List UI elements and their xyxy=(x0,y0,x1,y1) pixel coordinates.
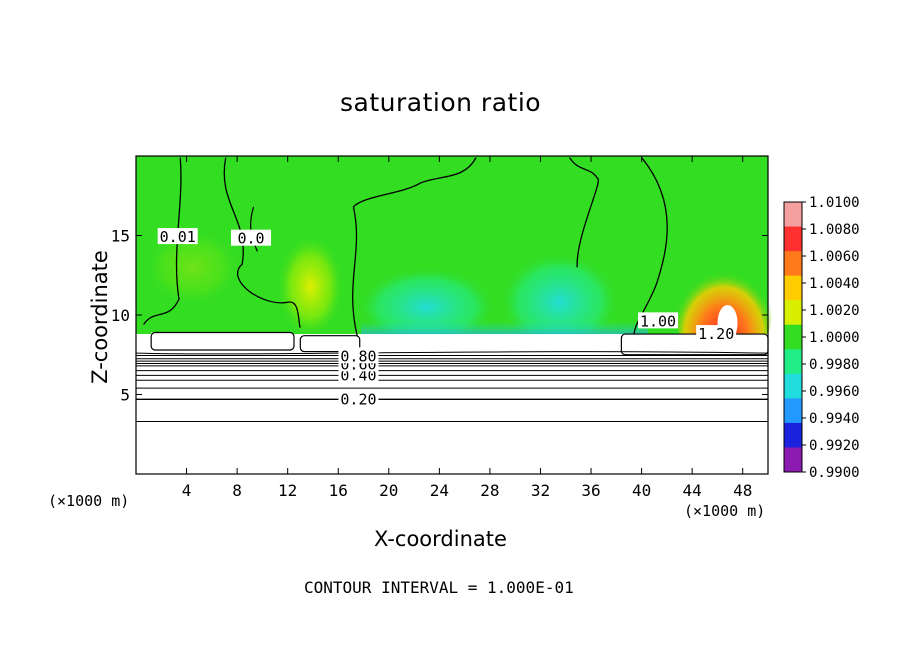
contour-label-bg xyxy=(696,325,737,342)
cloud-outline xyxy=(150,331,295,351)
contour-label-bg xyxy=(338,347,379,364)
x-tick-label: 12 xyxy=(278,481,297,500)
x-tick-label: 28 xyxy=(480,481,499,500)
contour-label: 0.80 xyxy=(340,347,376,365)
x-tick-label: 48 xyxy=(733,481,752,500)
colorbar-swatch xyxy=(784,349,802,375)
contour-1-00-left xyxy=(223,157,301,329)
x-unit-label-left: (×1000 m) xyxy=(48,492,130,510)
contour-label: 1.20 xyxy=(698,325,734,343)
x-tick-label: 4 xyxy=(182,481,192,500)
contour-label-bg xyxy=(157,228,198,245)
colorbar-swatch xyxy=(784,324,802,350)
colorbar-swatch xyxy=(784,251,802,277)
colorbar-tick-label: 1.0080 xyxy=(809,222,860,238)
x-tick-label: 36 xyxy=(581,481,600,500)
x-tick-label: 32 xyxy=(531,481,550,500)
colorbar: 1.0100 1.0080 1.0060 1.0040 1.0020 1.0000 0.99… xyxy=(783,195,860,481)
y-tick-label: 5 xyxy=(120,386,130,405)
colorbar-tick-label: 0.9900 xyxy=(809,465,860,481)
cloud-block-left xyxy=(151,332,296,350)
colorbar-tick-label: 1.0100 xyxy=(809,195,860,211)
x-tick-label: 8 xyxy=(232,481,242,500)
colorbar-tick-label: 0.9980 xyxy=(809,357,860,373)
contour-label-bg xyxy=(338,390,379,407)
contour-label: 0.01 xyxy=(160,228,196,246)
y-tick-label: 10 xyxy=(111,306,130,325)
x-tick-label: 44 xyxy=(683,481,702,500)
colorbar-swatch xyxy=(784,373,802,399)
contour-label: 1.00 xyxy=(640,312,676,330)
x-tick-label: 24 xyxy=(430,481,449,500)
y-tick-label: 15 xyxy=(111,227,130,246)
contour-1-00-center xyxy=(352,157,477,336)
colorbar-swatch xyxy=(784,300,802,326)
x-axis-label: X-coordinate xyxy=(374,527,507,551)
x-unit-label-right: (×1000 m) xyxy=(684,502,766,520)
contour-interval-note: CONTOUR INTERVAL = 1.000E-01 xyxy=(304,578,574,597)
contour-label-bg xyxy=(231,229,272,246)
contour-line xyxy=(135,351,769,355)
colorbar-swatch xyxy=(784,202,802,228)
cloud-outline xyxy=(299,335,361,353)
contour-1-00-far-left xyxy=(143,157,182,325)
contour-lines: 0.200.400.600.801.201.000.01 0.0 xyxy=(135,157,769,423)
yellow-maximum xyxy=(276,234,345,339)
contour-1-00-right xyxy=(568,157,599,268)
colorbar-swatch xyxy=(784,398,802,424)
colorbar-swatch xyxy=(784,422,802,448)
contour-label-bg xyxy=(638,312,679,329)
field-lower-white xyxy=(136,334,768,474)
colorbar-tick-label: 1.0000 xyxy=(809,330,860,346)
colorbar-tick-label: 1.0020 xyxy=(809,303,860,319)
x-tick-label: 20 xyxy=(379,481,398,500)
colorbar-swatch xyxy=(784,447,802,473)
x-tick-label: 40 xyxy=(632,481,651,500)
colorbar-tick-label: 0.9960 xyxy=(809,384,860,400)
x-tick-label: 16 xyxy=(329,481,348,500)
y-axis-label: Z-coordinate xyxy=(88,250,112,384)
colorbar-swatch xyxy=(784,226,802,252)
colorbar-tick-label: 1.0060 xyxy=(809,249,860,265)
contour-label: 0.0 xyxy=(237,230,264,248)
colorbar-swatch xyxy=(784,275,802,301)
yellow-haze-left xyxy=(142,227,243,308)
chart-title: saturation ratio xyxy=(340,88,542,117)
colorbar-tick-label: 0.9940 xyxy=(809,411,860,427)
colorbar-tick-label: 0.9920 xyxy=(809,438,860,454)
colorbar-tick-label: 1.0040 xyxy=(809,276,860,292)
contour-label: 0.20 xyxy=(340,390,376,408)
